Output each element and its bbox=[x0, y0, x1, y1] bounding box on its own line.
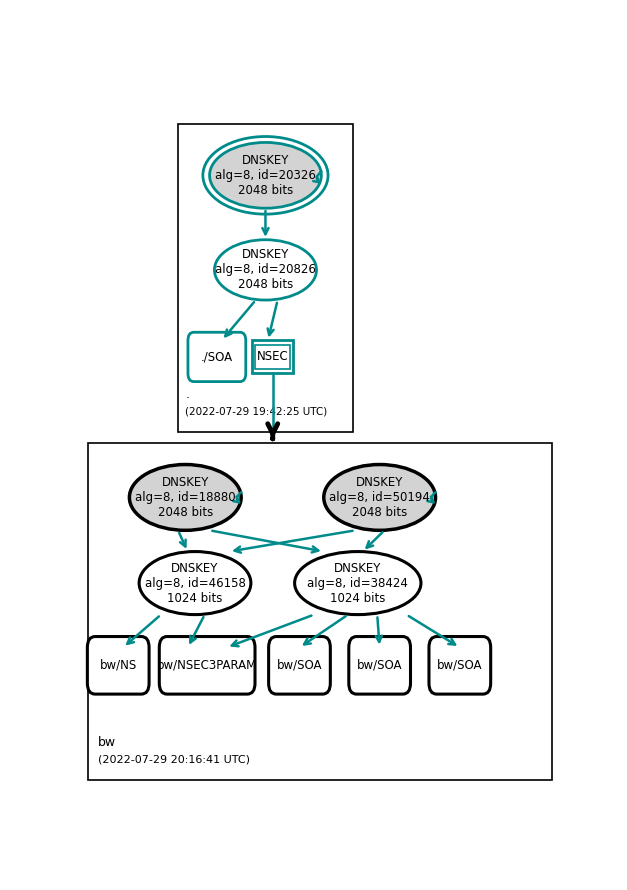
Text: DNSKEY
alg=8, id=20326
2048 bits: DNSKEY alg=8, id=20326 2048 bits bbox=[215, 154, 316, 197]
Text: (2022-07-29 20:16:41 UTC): (2022-07-29 20:16:41 UTC) bbox=[98, 754, 250, 765]
FancyBboxPatch shape bbox=[87, 636, 149, 694]
Ellipse shape bbox=[129, 465, 241, 530]
Bar bbox=[255, 344, 290, 369]
Text: bw/NSEC3PARAM: bw/NSEC3PARAM bbox=[157, 659, 257, 672]
Bar bbox=[88, 442, 552, 780]
FancyBboxPatch shape bbox=[188, 332, 246, 382]
Text: .: . bbox=[186, 388, 189, 401]
FancyBboxPatch shape bbox=[159, 636, 255, 694]
FancyBboxPatch shape bbox=[349, 636, 411, 694]
Text: DNSKEY
alg=8, id=46158
1024 bits: DNSKEY alg=8, id=46158 1024 bits bbox=[145, 562, 245, 604]
Text: DNSKEY
alg=8, id=20826
2048 bits: DNSKEY alg=8, id=20826 2048 bits bbox=[215, 248, 316, 291]
Text: bw/SOA: bw/SOA bbox=[437, 659, 483, 672]
Text: bw: bw bbox=[98, 735, 116, 748]
Text: DNSKEY
alg=8, id=38424
1024 bits: DNSKEY alg=8, id=38424 1024 bits bbox=[307, 562, 408, 604]
Text: ./SOA: ./SOA bbox=[201, 351, 233, 363]
FancyBboxPatch shape bbox=[268, 636, 330, 694]
Ellipse shape bbox=[214, 239, 317, 300]
Text: (2022-07-29 19:42:25 UTC): (2022-07-29 19:42:25 UTC) bbox=[186, 407, 327, 417]
Ellipse shape bbox=[295, 552, 421, 615]
Text: DNSKEY
alg=8, id=18880
2048 bits: DNSKEY alg=8, id=18880 2048 bits bbox=[135, 476, 236, 519]
Text: bw/NS: bw/NS bbox=[100, 659, 137, 672]
FancyBboxPatch shape bbox=[429, 636, 491, 694]
Bar bbox=[178, 124, 353, 433]
Bar bbox=[252, 341, 293, 374]
Text: bw/SOA: bw/SOA bbox=[357, 659, 403, 672]
Ellipse shape bbox=[324, 465, 436, 530]
Ellipse shape bbox=[139, 552, 251, 615]
Text: DNSKEY
alg=8, id=50194
2048 bits: DNSKEY alg=8, id=50194 2048 bits bbox=[329, 476, 430, 519]
Text: NSEC: NSEC bbox=[257, 351, 288, 363]
Ellipse shape bbox=[209, 142, 322, 208]
Text: bw/SOA: bw/SOA bbox=[277, 659, 322, 672]
